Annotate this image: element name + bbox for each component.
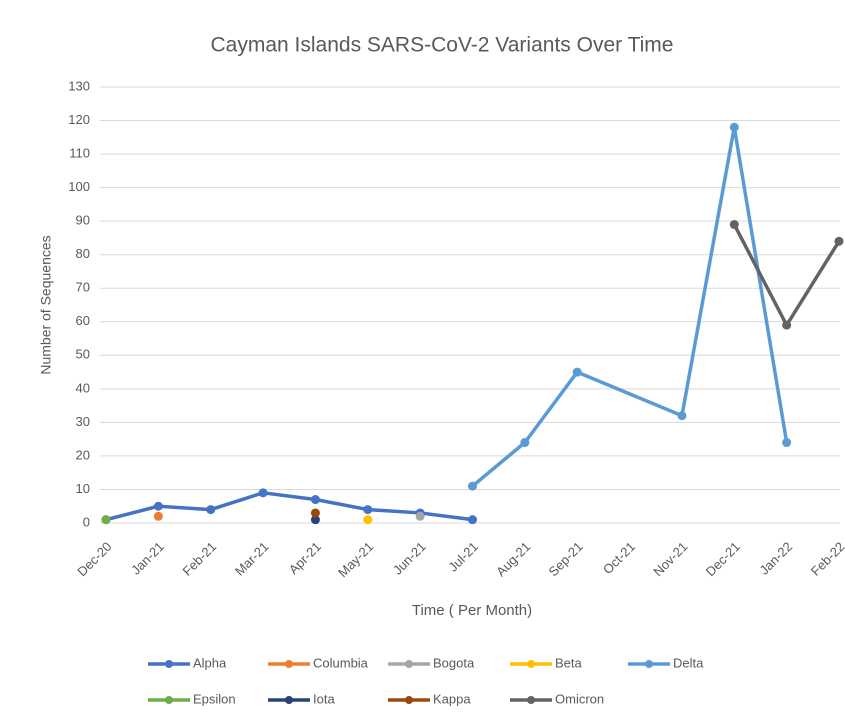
data-point [572,367,582,377]
legend-marker [165,660,173,668]
legend-label: Alpha [193,655,227,670]
legend-label: Columbia [313,655,369,670]
series-line [105,491,473,522]
data-point [782,320,792,330]
x-tick-label: Jul-21 [445,539,481,575]
data-point [258,488,268,498]
data-point [415,511,425,521]
legend-item: Bogota [388,655,475,670]
y-tick-label: 50 [76,347,90,362]
legend-item: Alpha [148,655,227,670]
data-point [363,515,373,525]
x-tick-label: Dec-20 [74,539,114,579]
x-tick-label: Jan-21 [128,539,167,578]
data-point [468,515,477,525]
legend-marker [405,696,413,704]
x-tick-label: Jun-21 [390,539,429,578]
legend-marker [285,696,293,704]
data-point [834,236,844,246]
y-tick-label: 30 [76,414,90,429]
legend-marker [165,696,173,704]
y-tick-label: 10 [76,481,90,496]
y-tick-label: 0 [83,514,90,529]
y-axis-label: Number of Sequences [38,235,54,374]
legend-item: Omicron [510,691,604,706]
legend-marker [405,660,413,668]
data-point [468,481,477,491]
legend-marker [645,660,653,668]
data-point [520,438,530,448]
y-tick-label: 130 [68,78,90,93]
x-tick-label: Dec-21 [703,539,743,579]
data-point [782,438,792,448]
legend-item: Epsilon [148,691,236,706]
x-tick-label: Feb-21 [180,539,220,579]
legend-marker [285,660,293,668]
legend-label: Omicron [555,691,604,706]
data-point [153,501,163,511]
legend-label: Bogota [433,655,475,670]
legend-item: Iota [268,691,335,706]
x-tick-label: May-21 [335,539,376,580]
legend-label: Kappa [433,691,471,706]
series-line [471,125,789,488]
legend-label: Beta [555,655,583,670]
legend-label: Epsilon [193,691,236,706]
y-tick-label: 70 [76,280,90,295]
y-tick-label: 100 [68,179,90,194]
x-tick-label: Apr-21 [286,539,324,577]
x-tick-label: Feb-22 [808,539,845,579]
y-tick-label: 40 [76,380,90,395]
data-point [729,220,739,230]
x-tick-label: Aug-21 [493,539,533,579]
data-point [363,505,373,515]
data-point [310,495,320,505]
x-tick-label: Nov-21 [650,539,690,579]
x-tick-label: Mar-21 [232,539,272,579]
y-tick-label: 110 [69,146,90,161]
x-tick-label: Sep-21 [546,539,586,579]
x-tick-label: Jan-22 [756,539,795,578]
legend-item: Delta [628,655,704,670]
data-point [153,511,163,521]
x-axis-label: Time ( Per Month) [412,602,532,619]
data-point [206,505,216,515]
data-point [310,508,320,518]
series-line [732,223,841,327]
y-tick-label: 20 [76,447,90,462]
legend-item: Kappa [388,691,471,706]
y-tick-label: 120 [68,112,90,127]
legend-label: Iota [313,691,335,706]
legend-item: Columbia [268,655,369,670]
data-point [310,515,320,525]
data-point [729,122,739,132]
legend-label: Delta [673,655,704,670]
legend-marker [527,696,535,704]
data-point [101,515,111,525]
y-tick-label: 90 [76,213,90,228]
data-point [677,411,687,421]
legend-item: Beta [510,655,583,670]
chart-title: Cayman Islands SARS-CoV-2 Variants Over … [211,34,674,57]
y-tick-label: 80 [76,246,90,261]
x-tick-label: Oct-21 [600,539,638,577]
legend-marker [527,660,535,668]
y-tick-label: 60 [76,313,90,328]
